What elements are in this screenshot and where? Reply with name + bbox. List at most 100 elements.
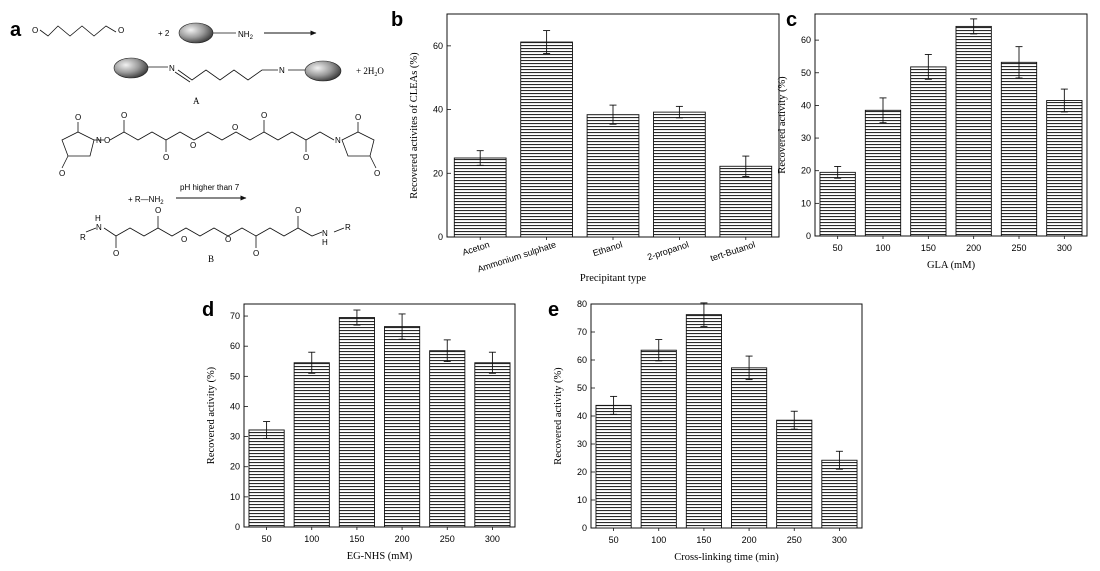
carbonyl-oxygen: O: [253, 249, 259, 258]
x-tick-label: 200: [966, 243, 981, 253]
y-tick-label: 30: [801, 133, 811, 143]
y-tick-label: 10: [577, 495, 587, 505]
ether-oxygen: O: [232, 123, 238, 132]
y-tick-label: 20: [433, 168, 443, 178]
ether-oxygen: O: [190, 141, 196, 150]
reagent-two-text: + 2: [158, 29, 170, 38]
plot-frame: [590, 303, 863, 529]
x-tick-label: 150: [921, 243, 936, 253]
nhs-oxygen: O: [59, 169, 65, 178]
y-tick-label: 60: [577, 355, 587, 365]
imine-nitrogen-right: N: [279, 66, 285, 75]
carbonyl-oxygen: O: [121, 111, 127, 120]
y-axis-title: Recovered activity (%): [777, 76, 788, 174]
nhs-oxygen: O: [355, 113, 361, 122]
bar: [910, 66, 947, 237]
ph-condition: pH higher than 7: [180, 183, 240, 192]
y-tick-label: 40: [230, 401, 240, 411]
panel-letter-d: d: [202, 299, 214, 321]
aldehyde-oxygen-right: O: [118, 26, 124, 35]
carbonyl-oxygen: O: [303, 153, 309, 162]
x-tick-label: 250: [1011, 243, 1026, 253]
bar: [719, 165, 773, 238]
carbonyl-oxygen: O: [163, 153, 169, 162]
aldehyde-oxygen-left: O: [32, 26, 38, 35]
amide-r-group: R: [80, 233, 86, 242]
x-tick-label: Ethanol: [591, 239, 623, 258]
ether-oxygen: O: [225, 235, 231, 244]
bar: [776, 419, 813, 529]
y-tick-label: 20: [801, 166, 811, 176]
bar: [474, 362, 511, 528]
bar: [653, 111, 706, 238]
bar: [520, 41, 573, 238]
plot-frame: [814, 13, 1088, 237]
amide-nitrogen: N: [322, 229, 328, 238]
bar: [586, 114, 640, 238]
y-tick-label: 40: [801, 100, 811, 110]
plot-frame: [243, 303, 516, 528]
y-tick-label: 30: [577, 439, 587, 449]
y-tick-label: 50: [230, 371, 240, 381]
glutaraldehyde-structure: [39, 25, 117, 37]
enzyme-bead-icon: [304, 60, 342, 82]
bar: [338, 317, 375, 528]
amide-product-structure: [85, 216, 345, 248]
chart-panel-d: d 0 10 20 30 40 50 60 70 50 100 150 200 250 300 EG-NHS…: [202, 299, 516, 562]
x-tick-label: 2-propanol: [646, 239, 690, 262]
bar: [819, 171, 856, 237]
y-tick-label: 10: [230, 492, 240, 502]
x-tick-label: 300: [1057, 243, 1072, 253]
bar: [1000, 61, 1038, 237]
y-tick-label: 0: [806, 231, 811, 241]
nhs-oxygen: O: [374, 169, 380, 178]
amide-r-group: R: [345, 223, 351, 232]
y-tick-label: 10: [801, 198, 811, 208]
bar: [821, 459, 858, 529]
scheme-label-a: A: [193, 96, 200, 106]
imine-nitrogen-left: N: [169, 64, 175, 73]
panel-letter-c: c: [786, 9, 797, 31]
bar: [640, 349, 677, 529]
ester-oxygen: O: [104, 136, 110, 145]
x-axis-title: GLA (mM): [927, 260, 976, 271]
bar: [595, 404, 632, 529]
y-tick-label: 40: [433, 105, 443, 115]
ether-oxygen: O: [181, 235, 187, 244]
y-axis-title: Recovered activites of CLEAs (%): [409, 52, 420, 199]
y-axis-title: Recovered activity (%): [206, 366, 217, 464]
x-tick-label: 100: [304, 534, 319, 544]
carbonyl-oxygen: O: [295, 206, 301, 215]
x-tick-label: 200: [742, 535, 757, 545]
water-byproduct: + 2H2O: [356, 66, 384, 78]
x-tick-label: 300: [485, 534, 500, 544]
x-tick-label: 150: [349, 534, 364, 544]
enzyme-bead-icon: [178, 22, 214, 44]
x-tick-label: 250: [787, 535, 802, 545]
bar: [429, 350, 466, 528]
panel-letter-e: e: [548, 299, 559, 321]
amine-label: NH2: [238, 30, 254, 41]
y-axis-title: Recovered activity (%): [553, 367, 564, 465]
carbonyl-oxygen: O: [155, 206, 161, 215]
y-tick-label: 70: [230, 311, 240, 321]
y-tick-label: 70: [577, 327, 587, 337]
y-tick-label: 0: [582, 523, 587, 533]
eg-nhs-structure: [61, 120, 377, 169]
bar: [731, 367, 768, 529]
bar: [955, 25, 992, 237]
x-tick-label: Aceton: [461, 239, 491, 257]
schiff-base-structure: [148, 66, 306, 83]
chart-panel-e: e 0 10 20 30 40 50 60 70 80 50 100 150 200 250 300 Cros…: [548, 299, 863, 563]
y-tick-label: 60: [801, 35, 811, 45]
x-tick-label: 50: [833, 243, 843, 253]
bar: [864, 109, 902, 237]
panel-a-scheme: a O O + 2 NH2 N N + 2H2O A: [10, 19, 384, 264]
x-axis-title: EG-NHS (mM): [347, 551, 413, 562]
y-tick-label: 20: [230, 462, 240, 472]
bar: [248, 429, 285, 528]
x-tick-label: 100: [875, 243, 890, 253]
bar: [293, 362, 330, 528]
